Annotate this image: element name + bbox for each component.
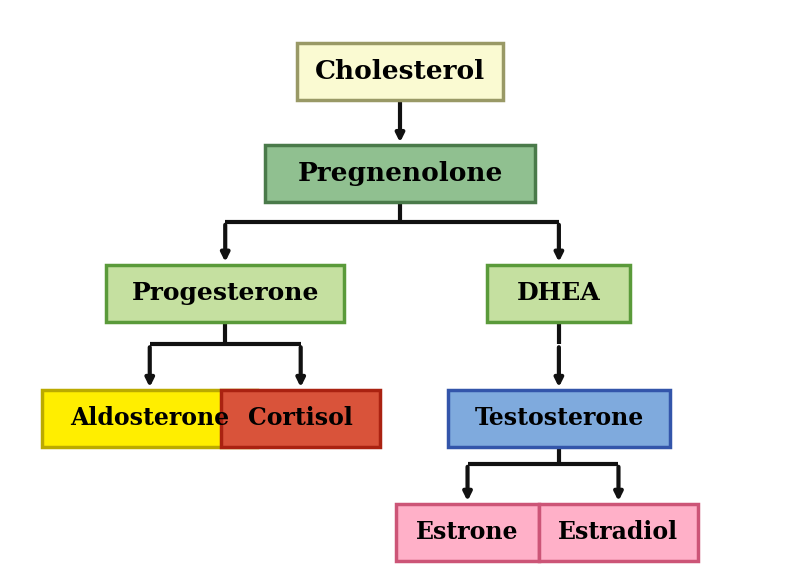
Text: Cortisol: Cortisol xyxy=(248,407,353,431)
FancyBboxPatch shape xyxy=(539,504,698,561)
Text: Estradiol: Estradiol xyxy=(558,520,678,545)
FancyBboxPatch shape xyxy=(106,264,344,321)
Text: Aldosterone: Aldosterone xyxy=(70,407,230,431)
Text: Cholesterol: Cholesterol xyxy=(315,59,485,83)
Text: DHEA: DHEA xyxy=(517,281,601,305)
FancyBboxPatch shape xyxy=(396,504,539,561)
Text: Testosterone: Testosterone xyxy=(474,407,643,431)
FancyBboxPatch shape xyxy=(222,390,380,447)
Text: Estrone: Estrone xyxy=(416,520,518,545)
FancyBboxPatch shape xyxy=(297,43,503,99)
FancyBboxPatch shape xyxy=(448,390,670,447)
FancyBboxPatch shape xyxy=(265,145,535,202)
Text: Progesterone: Progesterone xyxy=(131,281,319,305)
Text: Pregnenolone: Pregnenolone xyxy=(298,161,502,186)
FancyBboxPatch shape xyxy=(42,390,257,447)
FancyBboxPatch shape xyxy=(487,264,630,321)
